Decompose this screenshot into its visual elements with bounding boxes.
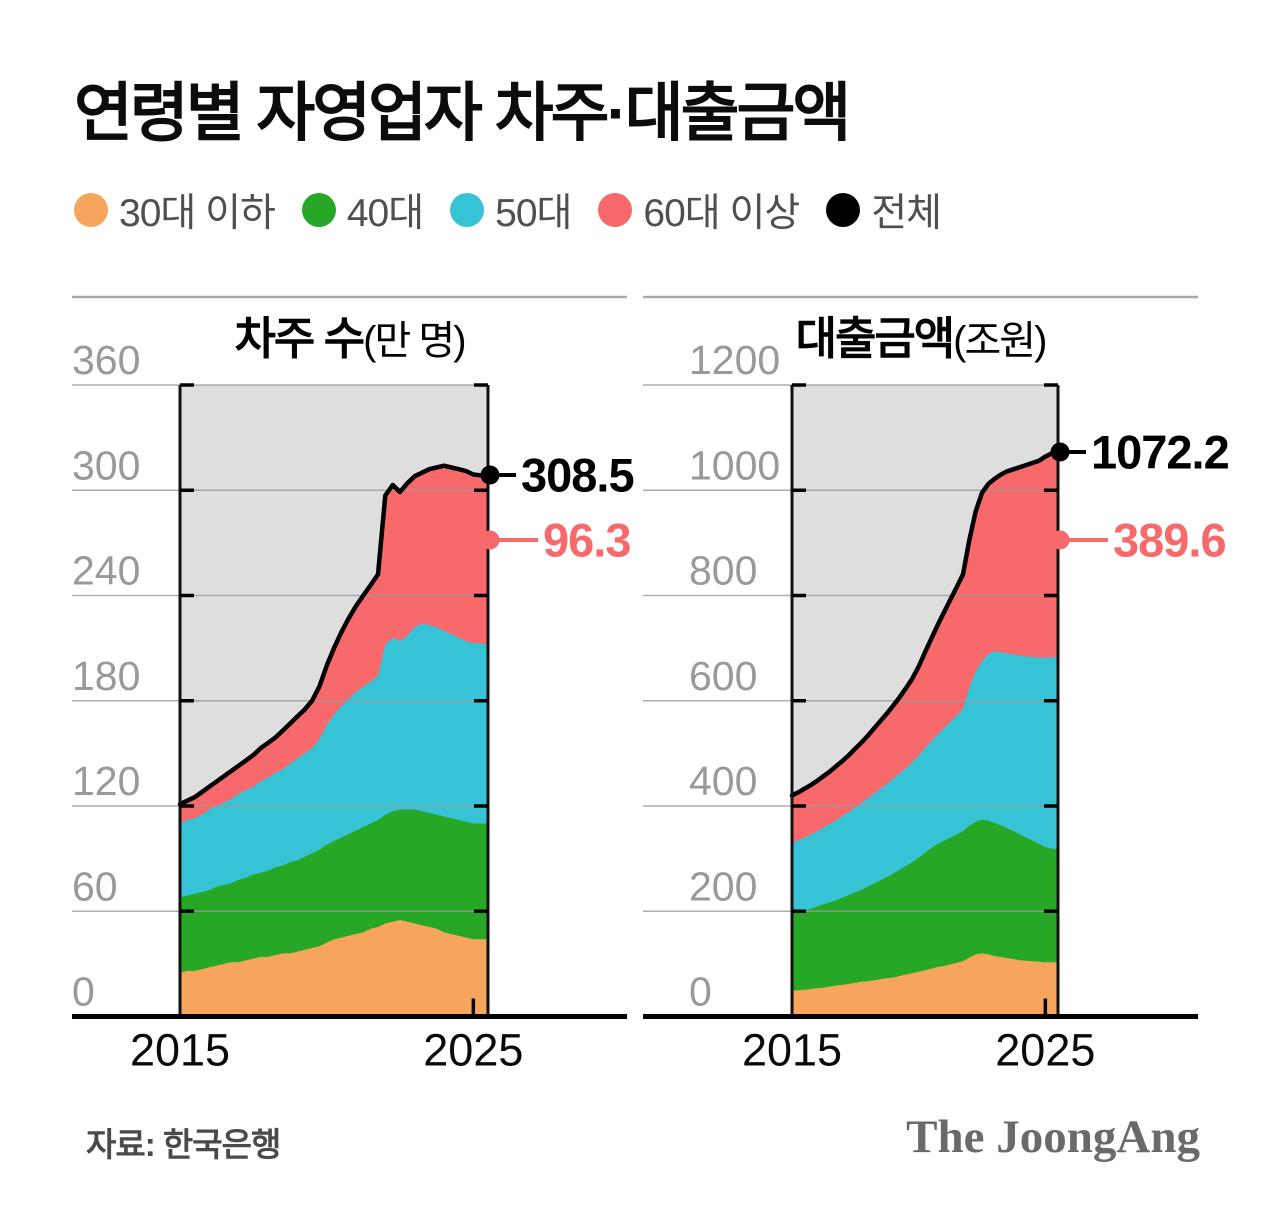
axis-ticks [792, 383, 1058, 913]
legend-item-age40: 40대 [301, 182, 424, 238]
legend-item-under30: 30대 이하 [74, 182, 276, 238]
callout-308.5: 308.5 [480, 449, 635, 502]
y-axis-labels: 0 60 120 180 240 300 360 [72, 337, 140, 1015]
callout-dot-icon [480, 465, 500, 485]
brand-logo: The JoongAng [906, 1111, 1200, 1163]
borrowers-chart-title-text: 차주 수 [234, 313, 365, 364]
x-label-2015: 2015 [742, 1025, 842, 1076]
callout-389.6: 389.6 [1050, 514, 1227, 567]
legend-label-age50: 50대 [495, 192, 572, 235]
y-label-240: 240 [72, 548, 140, 594]
loans-chart-title-unit: (조원) [953, 319, 1047, 363]
legend-dot-total-icon [826, 193, 861, 227]
legend-item-total: 전체 [826, 182, 942, 238]
area-under30 [792, 953, 1058, 1017]
legend-dot-age60plus-icon [598, 193, 633, 227]
x-label-2015: 2015 [130, 1025, 230, 1076]
legend: 30대 이하 40대 50대 60대 이상 전체 [74, 182, 942, 238]
legend-label-under30: 30대 이하 [119, 192, 276, 235]
y-label-400: 400 [689, 758, 757, 804]
loans-chart: 0 200 400 600 800 1000 1200 2015 2025 1072.2 389.6 [643, 295, 1230, 1076]
y-label-120: 120 [72, 758, 140, 804]
y-label-360: 360 [72, 337, 140, 383]
legend-label-age40: 40대 [346, 192, 424, 235]
y-label-1000: 1000 [689, 442, 780, 488]
y-label-1200: 1200 [689, 337, 780, 383]
y-label-60: 60 [72, 863, 118, 909]
callout-value: 1072.2 [1091, 426, 1229, 479]
legend-label-total: 전체 [871, 192, 942, 235]
legend-dot-age50-icon [450, 193, 485, 227]
borrowers-chart: 0 60 120 180 240 300 360 2015 2025 308.5 96.3 [72, 295, 635, 1076]
callout-value: 389.6 [1113, 514, 1226, 567]
stacked-areas [180, 465, 488, 1017]
y-label-180: 180 [72, 653, 140, 699]
axis-ticks [180, 383, 488, 913]
y-label-0: 0 [72, 969, 95, 1015]
y-label-800: 800 [689, 548, 757, 594]
borrowers-chart-title-unit: (만 명) [363, 319, 466, 363]
legend-item-age50: 50대 [450, 182, 572, 238]
legend-item-age60plus: 60대 이상 [598, 182, 800, 238]
area-under30 [180, 920, 488, 1017]
gridlines [643, 384, 1058, 913]
callout-dot-icon [1050, 442, 1070, 462]
loans-chart-title-text: 대출금액 [795, 313, 956, 364]
x-label-2025: 2025 [995, 1025, 1095, 1076]
callout-value: 96.3 [543, 514, 630, 567]
callout-1072.2: 1072.2 [1050, 426, 1230, 479]
source-note: 자료: 한국은행 [86, 1126, 281, 1163]
total-line [789, 450, 1061, 798]
loans-chart-title: 대출금액(조원) [643, 302, 1198, 367]
x-label-2025: 2025 [423, 1025, 523, 1076]
stacked-areas [792, 452, 1058, 1017]
borrowers-chart-title: 차주 수(만 명) [72, 302, 627, 367]
x-axis-labels: 2015 2025 [130, 1025, 523, 1076]
total-line [177, 463, 491, 807]
callout-dot-icon [480, 530, 500, 550]
y-label-0: 0 [689, 969, 712, 1015]
y-label-300: 300 [72, 442, 140, 488]
legend-label-age60plus: 60대 이상 [643, 192, 800, 235]
y-label-200: 200 [689, 863, 757, 909]
page-title: 연령별 자영업자 차주·대출금액 [74, 77, 851, 149]
y-axis-labels: 0 200 400 600 800 1000 1200 [689, 337, 780, 1015]
gridlines [72, 384, 488, 913]
callout-dot-icon [1050, 530, 1070, 550]
x-axis-labels: 2015 2025 [742, 1025, 1095, 1076]
callout-value: 308.5 [521, 449, 634, 502]
legend-dot-under30-icon [74, 193, 108, 227]
callout-96.3: 96.3 [480, 514, 631, 567]
y-label-600: 600 [689, 653, 757, 699]
legend-dot-age40-icon [301, 193, 336, 227]
